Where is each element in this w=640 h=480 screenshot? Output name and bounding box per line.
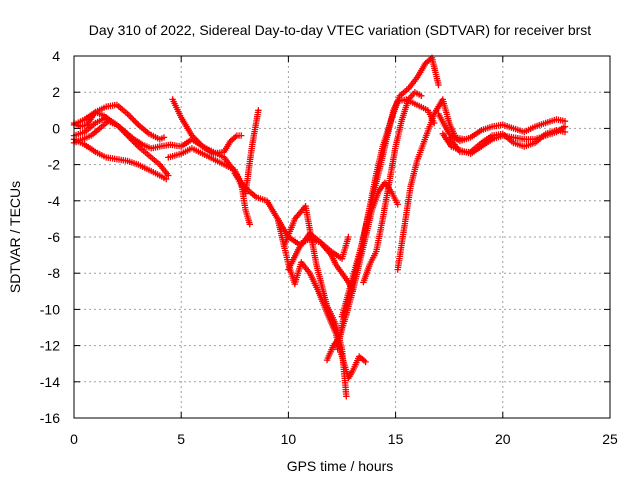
data-point	[343, 393, 350, 400]
x-axis-label: GPS time / hours	[287, 458, 394, 474]
y-tick-label: -12	[40, 338, 60, 354]
series-track-7	[167, 132, 245, 157]
y-tick-label: -6	[48, 229, 61, 245]
series-track-12	[280, 203, 350, 400]
series-track-17	[360, 89, 425, 286]
data-point	[238, 132, 245, 139]
series-track-20	[446, 127, 569, 156]
y-tick-label: -4	[48, 193, 61, 209]
x-tick-label: 15	[388, 431, 404, 447]
x-tick-label: 25	[602, 431, 618, 447]
y-tick-labels: -16 -14 -12 -10 -8 -6 -4 -2 0 2 4	[40, 48, 60, 426]
data-points	[70, 54, 569, 400]
x-tick-label: 5	[177, 431, 185, 447]
data-point	[246, 221, 253, 228]
x-tick-label: 0	[70, 431, 78, 447]
y-tick-label: -8	[48, 265, 61, 281]
y-axis-label: SDTVAR / TECUs	[7, 181, 23, 293]
data-point	[561, 128, 569, 136]
data-point	[109, 119, 116, 127]
data-point	[435, 81, 442, 89]
y-tick-label: -10	[40, 301, 60, 317]
chart-title: Day 310 of 2022, Sidereal Day-to-day VTE…	[89, 22, 591, 38]
series-track-2	[70, 101, 168, 143]
series-track-18	[435, 110, 569, 145]
series-track-5	[70, 136, 170, 183]
grid-lines	[74, 56, 610, 418]
y-tick-label: -14	[40, 374, 60, 390]
data-point	[255, 107, 262, 114]
series-track-4	[70, 108, 116, 130]
x-tick-labels: 0 5 10 15 20 25	[70, 431, 618, 447]
data-point	[418, 92, 425, 99]
y-tick-label: 2	[52, 84, 60, 100]
data-point	[561, 118, 569, 125]
data-point	[362, 358, 369, 366]
data-point	[561, 123, 569, 130]
data-point	[165, 172, 172, 179]
series-track-13	[334, 96, 438, 353]
axis-ticks	[73, 55, 611, 419]
x-tick-label: 20	[495, 431, 511, 447]
data-point	[160, 134, 168, 141]
y-tick-label: -16	[40, 410, 60, 426]
series-track-15	[323, 179, 401, 364]
series-track-16	[394, 96, 468, 273]
data-point	[163, 175, 170, 183]
y-tick-label: -2	[48, 157, 61, 173]
x-tick-label: 10	[281, 431, 297, 447]
y-tick-label: 0	[52, 120, 60, 136]
y-tick-label: 4	[52, 48, 60, 64]
data-point	[345, 233, 352, 241]
data-point	[394, 201, 401, 208]
